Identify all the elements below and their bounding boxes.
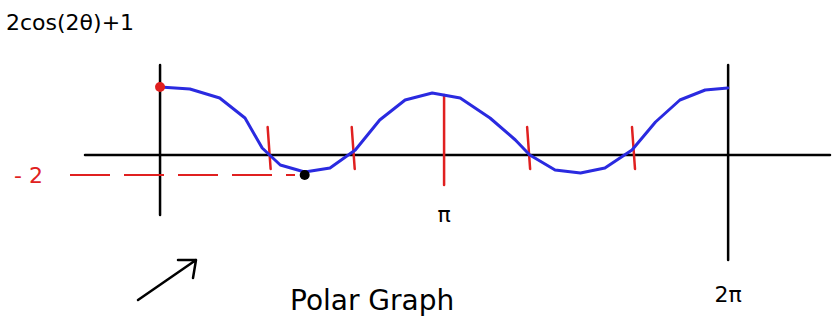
point bbox=[300, 170, 310, 180]
curve bbox=[160, 87, 728, 173]
zero-marker bbox=[352, 127, 355, 169]
title: Polar Graph bbox=[290, 284, 454, 317]
y-tick-label: - 2 bbox=[14, 163, 43, 188]
zero-marker bbox=[527, 127, 530, 169]
chart: π 2π - 2 2cos(2θ)+1 Polar Graph bbox=[0, 0, 832, 333]
x-tick bbox=[727, 65, 730, 260]
y-axis-label: 2cos(2θ)+1 bbox=[6, 10, 134, 35]
arrow bbox=[138, 260, 196, 300]
point bbox=[155, 82, 165, 92]
x-axis bbox=[85, 154, 830, 157]
x-tick bbox=[443, 95, 446, 185]
x-tick-label: 2π bbox=[714, 282, 741, 307]
plot-area bbox=[155, 82, 728, 180]
zero-marker bbox=[268, 127, 271, 169]
y-tick bbox=[70, 174, 295, 176]
x-tick-label: π bbox=[437, 202, 450, 227]
